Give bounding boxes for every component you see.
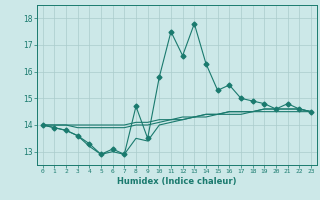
X-axis label: Humidex (Indice chaleur): Humidex (Indice chaleur) xyxy=(117,177,236,186)
